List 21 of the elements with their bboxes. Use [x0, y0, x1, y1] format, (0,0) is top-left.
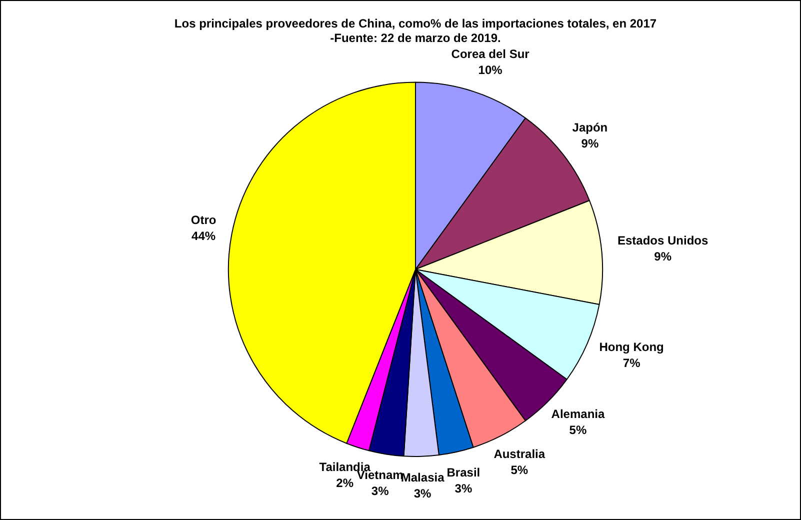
data-label: 44%: [192, 229, 216, 244]
slice-label: Brasil: [446, 466, 480, 480]
slice-label: Malasia: [400, 470, 445, 485]
slice-label: Hong Kong: [599, 340, 664, 354]
data-label: 9%: [581, 136, 599, 151]
data-label: 3%: [414, 486, 432, 501]
data-label: 5%: [510, 463, 528, 478]
data-label: 5%: [569, 423, 587, 438]
chart-title: Los principales proveedores de China, como% de las importaciones totales, en 2017 -Fuente: 22 de marzo de 2019.: [174, 16, 657, 45]
slice-label: Corea del Sur: [451, 47, 530, 62]
data-label: 3%: [371, 484, 390, 498]
slice-label: Australia: [494, 447, 546, 462]
data-label: 3%: [454, 482, 472, 496]
slice-label: Otro: [190, 213, 216, 228]
slice-label: Japón: [572, 120, 608, 135]
data-label: 7%: [622, 356, 641, 370]
slice-label: Alemania: [551, 407, 605, 422]
slice-label: Estados Unidos: [617, 233, 708, 248]
data-label: 10%: [478, 63, 503, 78]
data-label: 2%: [336, 476, 354, 490]
data-label: 9%: [654, 249, 672, 264]
